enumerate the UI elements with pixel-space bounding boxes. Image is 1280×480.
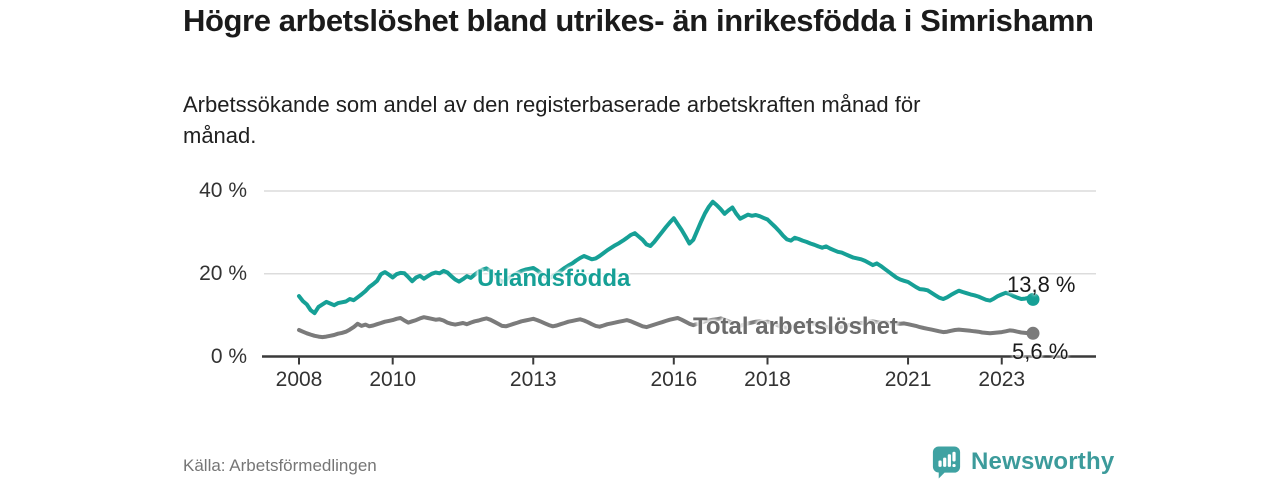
page-title: Högre arbetslöshet bland utrikes- än inr… (183, 3, 1094, 38)
x-tick-label: 2013 (509, 368, 557, 391)
y-tick-label: 40 % (199, 179, 247, 202)
x-tick-label: 2021 (884, 368, 932, 391)
x-tick-label: 2023 (978, 368, 1026, 391)
end-value-label-utlandsfodda: 13,8 % (1007, 272, 1076, 297)
series-line-0 (297, 199, 1035, 316)
y-tick-label: 0 % (210, 344, 247, 368)
brand-logo: Newsworthy (931, 445, 1114, 479)
brand-name: Newsworthy (971, 448, 1115, 475)
page-subtitle: Arbetssökande som andel av den registerb… (183, 92, 921, 148)
speech-bubble-shape (932, 446, 961, 479)
series-label-total-arbetsloshet: Total arbetslöshet (693, 313, 898, 340)
series-end-dot-1 (1026, 326, 1040, 340)
end-value-label-total: 5,6 % (1012, 339, 1069, 364)
x-tick-label: 2008 (275, 368, 323, 391)
x-tick-label: 2010 (369, 368, 417, 391)
newsworthy-logo-icon (932, 446, 961, 479)
y-tick-label: 20 % (199, 261, 247, 285)
x-tick-label: 2018 (744, 368, 791, 391)
series-end-dot-0 (1026, 292, 1040, 306)
series-line-1 (297, 315, 1035, 340)
source-note: Källa: Arbetsförmedlingen (183, 456, 377, 475)
x-tick-label: 2016 (650, 368, 698, 391)
series-label-utlandsfodda: Utlandsfödda (477, 265, 631, 292)
